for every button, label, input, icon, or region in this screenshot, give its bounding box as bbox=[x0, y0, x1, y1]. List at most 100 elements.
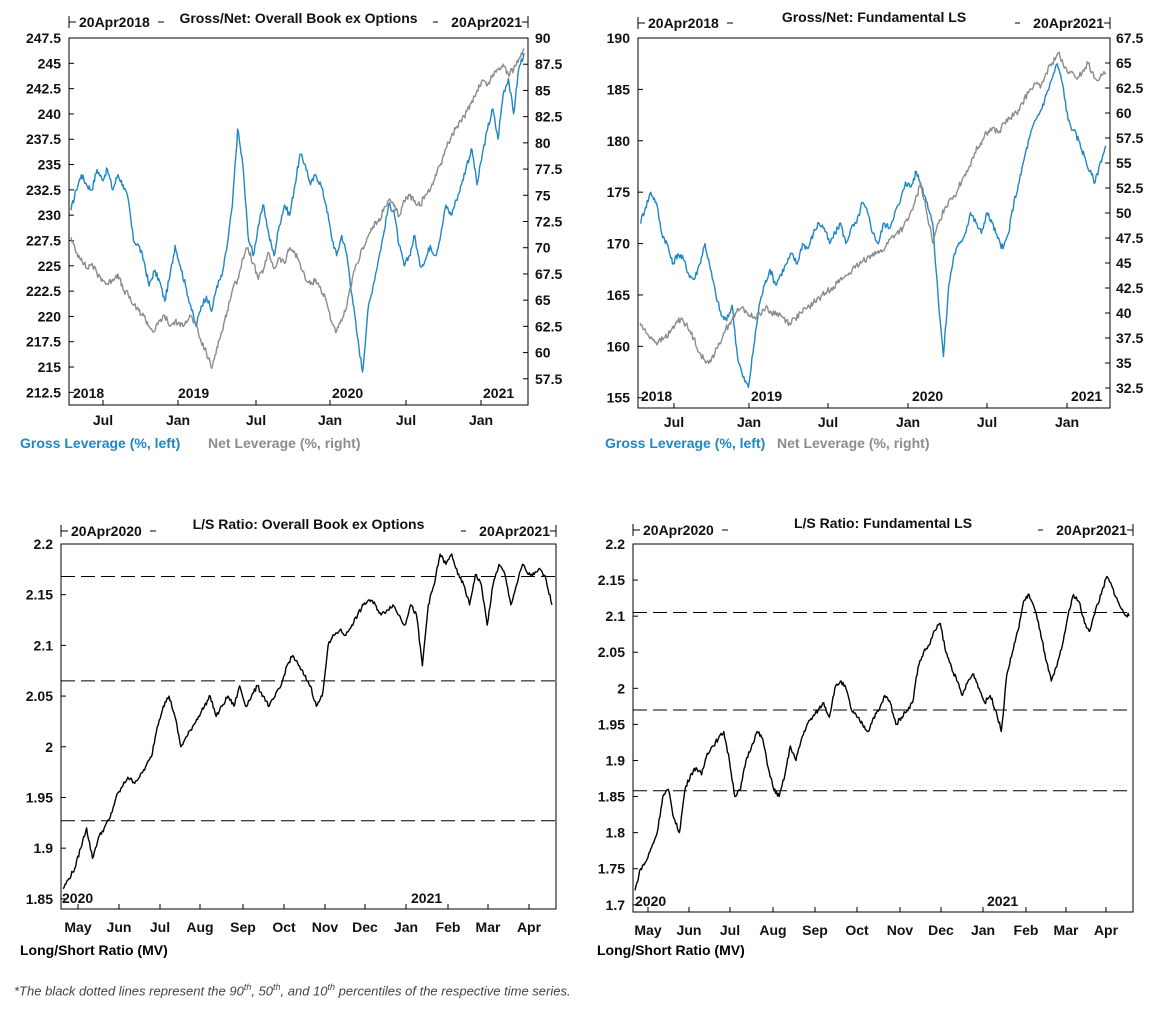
fundamental-gross-net-panel: Gross/Net: Fundamental LS 20Apr2018 20Apr2… bbox=[605, 9, 1143, 451]
y-tick-label: 1.95 bbox=[26, 789, 53, 805]
y-tick-label: 2 bbox=[45, 739, 53, 755]
y-tick-label: 230 bbox=[38, 207, 62, 223]
y-tick-label: 170 bbox=[607, 236, 631, 252]
range-end-marker: 20Apr2021 bbox=[1015, 11, 1111, 31]
chart-title: Gross/Net: Fundamental LS bbox=[782, 9, 966, 25]
y-tick-label: 2.1 bbox=[606, 608, 626, 624]
year-label: 2020 bbox=[62, 890, 93, 906]
x-tick-label: Apr bbox=[517, 919, 542, 935]
plot-frame bbox=[632, 543, 1134, 913]
y-tick-label: 217.5 bbox=[26, 334, 61, 350]
range-start-marker: 20Apr2018 bbox=[68, 10, 164, 30]
y2-tick-label: 62.5 bbox=[535, 318, 562, 334]
y-tick-label: 2.15 bbox=[598, 572, 625, 588]
x-tick-label: Sep bbox=[230, 919, 256, 935]
y-tick-label: 2.2 bbox=[606, 536, 626, 552]
y-tick-label: 175 bbox=[607, 184, 631, 200]
x-tick-label: Jan bbox=[896, 414, 920, 430]
series-line-gross bbox=[639, 63, 1107, 389]
year-label: 2021 bbox=[483, 385, 514, 401]
range-start-marker: 20Apr2018 bbox=[637, 11, 733, 31]
x-tick-label: Jan bbox=[737, 414, 761, 430]
y-tick-label: 1.9 bbox=[606, 752, 626, 768]
year-label: 2020 bbox=[635, 893, 666, 909]
series-line-net bbox=[70, 48, 525, 369]
range-end-marker: 20Apr2021 bbox=[461, 519, 557, 539]
x-tick-label: Jul bbox=[150, 919, 170, 935]
year-label: 2018 bbox=[641, 388, 672, 404]
x-tick-label: Jun bbox=[107, 919, 132, 935]
x-tick-label: Oct bbox=[272, 919, 296, 935]
plot-frame bbox=[637, 37, 1111, 409]
chart-title: Gross/Net: Overall Book ex Options bbox=[179, 10, 417, 26]
x-tick-label: Aug bbox=[759, 922, 786, 938]
series-line-gross bbox=[70, 53, 525, 373]
y2-tick-label: 60 bbox=[1116, 105, 1132, 121]
y-tick-label: 1.85 bbox=[26, 891, 53, 907]
y-tick-label: 235 bbox=[38, 157, 62, 173]
y2-tick-label: 55 bbox=[1116, 155, 1132, 171]
y-tick-label: 1.7 bbox=[606, 897, 626, 913]
x-tick-label: Nov bbox=[312, 919, 339, 935]
y2-tick-label: 35 bbox=[1116, 355, 1132, 371]
range-end-marker: 20Apr2021 bbox=[1038, 518, 1134, 538]
x-tick-label: Jul bbox=[818, 414, 838, 430]
overall-gross-net-panel: Gross/Net: Overall Book ex Options 20Apr2… bbox=[20, 10, 562, 451]
y2-tick-label: 60 bbox=[535, 345, 551, 361]
x-tick-label: Dec bbox=[928, 922, 954, 938]
y2-tick-label: 52.5 bbox=[1116, 180, 1143, 196]
y2-tick-label: 67.5 bbox=[535, 266, 562, 282]
range-start-marker: 20Apr2020 bbox=[60, 519, 156, 539]
range-start-label: 20Apr2018 bbox=[648, 15, 719, 31]
y2-tick-label: 82.5 bbox=[535, 109, 562, 125]
y2-tick-label: 62.5 bbox=[1116, 80, 1143, 96]
x-tick-label: Jan bbox=[318, 412, 342, 428]
y2-tick-label: 57.5 bbox=[1116, 130, 1143, 146]
year-label: 2018 bbox=[73, 385, 104, 401]
y2-tick-label: 77.5 bbox=[535, 161, 562, 177]
y-tick-label: 245 bbox=[38, 55, 62, 71]
series-line-ls-ratio bbox=[62, 553, 553, 890]
x-tick-label: Apr bbox=[1094, 922, 1119, 938]
y-tick-label: 190 bbox=[607, 30, 631, 46]
y2-tick-label: 75 bbox=[535, 187, 551, 203]
y2-tick-label: 90 bbox=[535, 30, 551, 46]
y2-tick-label: 47.5 bbox=[1116, 230, 1143, 246]
y-tick-label: 2 bbox=[617, 680, 625, 696]
y-tick-label: 232.5 bbox=[26, 182, 61, 198]
y-tick-label: 237.5 bbox=[26, 131, 61, 147]
overall-ls-ratio-panel: L/S Ratio: Overall Book ex Options 20Apr2… bbox=[20, 516, 557, 958]
y-tick-label: 185 bbox=[607, 81, 631, 97]
range-end-marker: 20Apr2021 bbox=[433, 10, 529, 30]
y-tick-label: 1.75 bbox=[598, 861, 625, 877]
y-tick-label: 2.2 bbox=[34, 536, 54, 552]
x-tick-label: Mar bbox=[1054, 922, 1079, 938]
plot-frame bbox=[68, 37, 529, 406]
x-tick-label: Jan bbox=[166, 412, 190, 428]
y-tick-label: 2.1 bbox=[34, 637, 54, 653]
series-line-net bbox=[639, 51, 1107, 365]
x-tick-label: Jul bbox=[720, 922, 740, 938]
y2-tick-label: 65 bbox=[1116, 55, 1132, 71]
x-tick-label: May bbox=[64, 919, 91, 935]
year-label: 2020 bbox=[332, 385, 363, 401]
chart-title: L/S Ratio: Fundamental LS bbox=[794, 515, 972, 531]
y-tick-label: 242.5 bbox=[26, 81, 61, 97]
x-tick-label: Feb bbox=[436, 919, 461, 935]
x-tick-label: Jan bbox=[394, 919, 418, 935]
x-tick-label: Oct bbox=[845, 922, 869, 938]
range-start-label: 20Apr2020 bbox=[643, 522, 714, 538]
y2-tick-label: 80 bbox=[535, 135, 551, 151]
y2-tick-label: 40 bbox=[1116, 305, 1132, 321]
y-tick-label: 1.8 bbox=[606, 825, 626, 841]
y2-tick-label: 57.5 bbox=[535, 371, 562, 387]
x-tick-label: Jan bbox=[1055, 414, 1079, 430]
y2-tick-label: 85 bbox=[535, 82, 551, 98]
y-tick-label: 227.5 bbox=[26, 232, 61, 248]
y2-tick-label: 42.5 bbox=[1116, 280, 1143, 296]
y-tick-label: 2.05 bbox=[598, 644, 625, 660]
range-start-marker: 20Apr2020 bbox=[632, 518, 728, 538]
year-label: 2021 bbox=[987, 893, 1018, 909]
plot-frame bbox=[60, 543, 557, 910]
